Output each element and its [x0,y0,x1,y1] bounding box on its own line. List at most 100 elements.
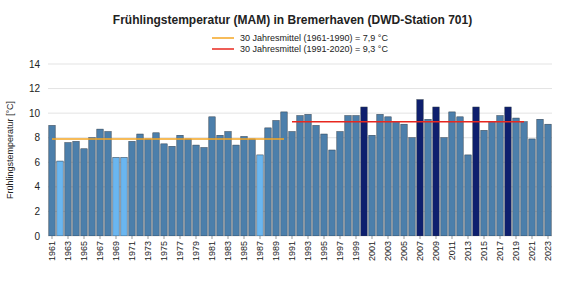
bar [529,139,535,236]
bar [49,125,55,236]
legend-swatch [212,37,234,39]
bar [65,143,71,236]
bar [481,130,487,236]
x-tick [196,236,197,239]
x-tick [244,236,245,239]
x-tick-label: 2007 [415,241,425,261]
bar [121,157,127,236]
x-tick-label: 2005 [399,241,409,261]
bar [401,124,407,236]
x-tick-label: 1975 [159,241,169,261]
bar [441,138,447,236]
x-tick [516,236,517,239]
bar [345,116,351,236]
grid-line [48,64,552,65]
bar [337,132,343,236]
x-tick [84,236,85,239]
bar [281,112,287,236]
bar [217,135,223,236]
y-tick-label: 2 [34,206,40,217]
x-tick [164,236,165,239]
x-tick-label: 1997 [335,241,345,261]
bar [329,150,335,236]
x-tick [548,236,549,239]
bar [257,155,263,236]
y-tick-label: 8 [34,132,40,143]
bar [145,139,151,236]
y-axis-label: Frühlingstemperatur [°C] [5,101,15,199]
bar [473,107,479,236]
x-tick-label: 1977 [175,241,185,261]
bar [385,117,391,236]
x-tick-label: 1985 [239,241,249,261]
x-tick [404,236,405,239]
bar [497,116,503,236]
bar [377,114,383,236]
y-tick-label: 6 [34,157,40,168]
x-tick-label: 1993 [303,241,313,261]
x-tick-label: 2021 [527,241,537,261]
x-tick [388,236,389,239]
y-tick-label: 14 [29,59,41,70]
x-tick-label: 1969 [111,241,121,261]
bar [409,138,415,236]
x-tick [468,236,469,239]
x-tick [308,236,309,239]
x-tick [500,236,501,239]
bar [249,139,255,236]
bar [513,118,519,236]
bar [201,148,207,236]
bar [137,134,143,236]
mean-line [292,121,524,123]
x-tick-label: 1981 [207,241,217,261]
x-tick [52,236,53,239]
bar [369,135,375,236]
y-tick-label: 0 [34,231,40,242]
x-tick [260,236,261,239]
bar [297,116,303,236]
bar [81,149,87,236]
bar [105,132,111,236]
x-tick-label: 2023 [543,241,553,261]
x-tick-label: 1989 [271,241,281,261]
x-tick [100,236,101,239]
bar [169,146,175,236]
bar [193,145,199,236]
x-tick-label: 2019 [511,241,521,261]
bar [97,129,103,236]
x-tick [324,236,325,239]
x-tick [228,236,229,239]
x-tick-label: 2001 [367,241,377,261]
bar [521,122,527,236]
bar [289,132,295,236]
x-tick [276,236,277,239]
bar [489,122,495,236]
x-tick-label: 1971 [127,241,137,261]
x-tick [356,236,357,239]
bar [177,135,183,236]
x-tick [116,236,117,239]
bar [425,119,431,236]
x-tick-label: 1967 [95,241,105,261]
bar [545,124,551,236]
bar [73,141,79,236]
legend-label: 30 Jahresmittel (1961-1990) = 7,9 °C [240,33,388,43]
x-tick [532,236,533,239]
grid-line [48,88,552,89]
x-tick-label: 1991 [287,241,297,261]
x-tick [484,236,485,239]
bar [537,119,543,236]
legend-label: 30 Jahresmittel (1991-2020) = 9,3 °C [240,44,388,54]
legend-swatch [212,48,234,50]
bar [129,141,135,236]
x-tick [292,236,293,239]
x-tick [436,236,437,239]
x-tick [452,236,453,239]
bar [209,117,215,236]
x-tick-label: 1983 [223,241,233,261]
y-tick-label: 12 [29,83,41,94]
chart: Frühlingstemperatur (MAM) in Bremerhaven… [0,0,585,292]
bar [465,155,471,236]
x-tick-label: 2017 [495,241,505,261]
x-tick-label: 1987 [255,241,265,261]
